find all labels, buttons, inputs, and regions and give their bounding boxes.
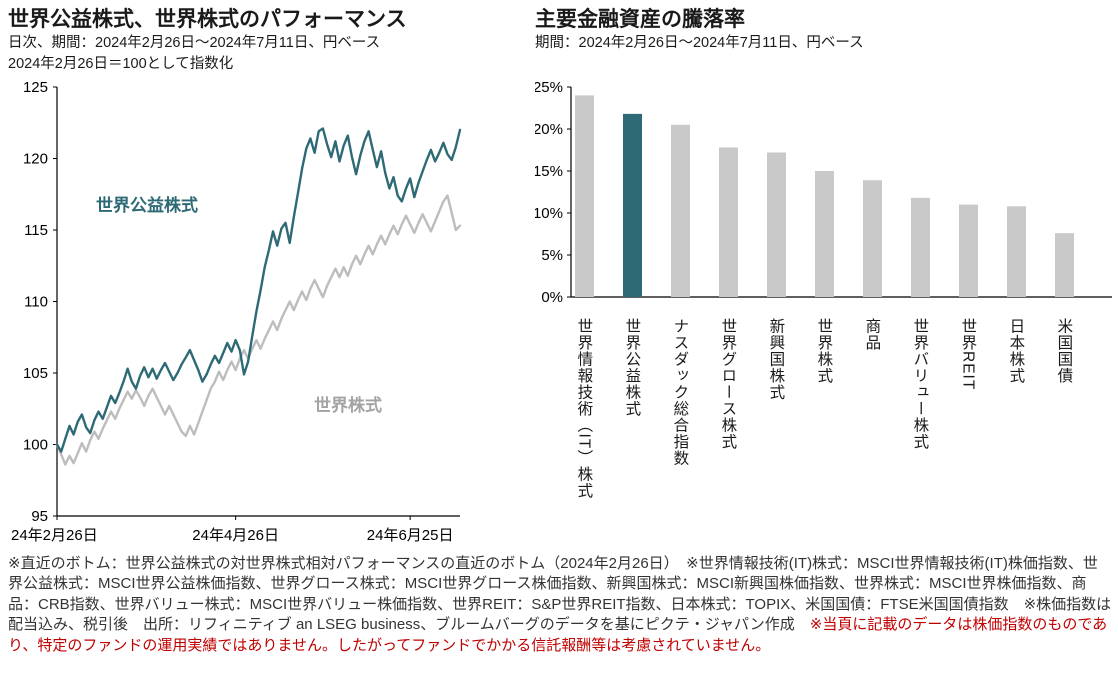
bar-category-label: 世界REIT bbox=[959, 318, 977, 391]
series-label-world-utility-stocks: 世界公益株式 bbox=[96, 196, 198, 216]
line-x-tick-label: 24年4月26日 bbox=[192, 527, 279, 544]
bar-y-tick-label: 20% bbox=[535, 121, 563, 138]
asset-returns-bar-chart-panel: 主要金融資産の騰落率 期間：2024年2月26日～2024年7月11日、円ベース… bbox=[533, 6, 1118, 562]
line-y-tick-label: 120 bbox=[23, 151, 48, 168]
bar-4 bbox=[767, 152, 786, 298]
line-chart-subtitle-2: 2024年2月26日＝100として指数化 bbox=[8, 56, 234, 73]
bar-2 bbox=[671, 125, 690, 298]
bar-y-tick-label: 5% bbox=[541, 247, 563, 264]
bar-7 bbox=[911, 198, 930, 298]
line-y-tick-label: 125 bbox=[23, 79, 48, 96]
bar-category-labels: 世界情報技術（IT）株式 世界公益株式 ナスダック総合指数 世界グロース株式 新興国株式… bbox=[535, 318, 1118, 562]
footnote-warning-text: ※当頁に記載のデータは株価指数のものであり、特定のファンドの運用実績ではありませ… bbox=[8, 616, 1108, 654]
line-y-tick-label: 95 bbox=[31, 508, 48, 525]
series-label-world-stocks: 世界株式 bbox=[314, 396, 382, 416]
bar-chart-subtitle: 期間：2024年2月26日～2024年7月11日、円ベース bbox=[535, 35, 864, 52]
line-chart-subtitle-1: 日次、期間：2024年2月26日～2024年7月11日、円ベース bbox=[8, 35, 381, 52]
line-y-tick-label: 100 bbox=[23, 437, 48, 454]
line-series-world-stocks bbox=[55, 194, 462, 467]
bar-y-tick-label: 0% bbox=[541, 289, 563, 305]
bar-category-label: 世界バリュー株式 bbox=[911, 318, 929, 451]
line-series-world-utility-stocks bbox=[55, 127, 462, 454]
bar-y-tick-label: 25% bbox=[535, 79, 563, 96]
bar-9 bbox=[1007, 206, 1026, 298]
line-chart-area: 95 100 105 110 115 120 125 24年2月26日 24年4月26日 24年6… bbox=[8, 79, 478, 556]
line-y-tick-label: 115 bbox=[24, 222, 48, 239]
bar-chart: 0% 5% 10% 15% 20% 25% bbox=[533, 79, 1112, 306]
bar-y-tick-label: 15% bbox=[535, 163, 563, 180]
bar-5 bbox=[815, 171, 834, 298]
footnote: ※直近のボトム：世界公益株式の対世界株式相対パフォーマンスの直近のボトム（202… bbox=[8, 554, 1112, 656]
bar-category-label: ナスダック総合指数 bbox=[671, 318, 689, 467]
bar-chart-title: 主要金融資産の騰落率 bbox=[535, 8, 745, 31]
bar-category-label: 世界株式 bbox=[815, 318, 833, 385]
bar-category-label: 世界情報技術（IT）株式 bbox=[575, 318, 593, 500]
bar-category-label: 米国国債 bbox=[1055, 318, 1073, 385]
bar-category-label: 世界公益株式 bbox=[623, 318, 641, 418]
performance-line-chart-panel: 世界公益株式、世界株式のパフォーマンス 日次、期間：2024年2月26日～202… bbox=[8, 6, 478, 556]
line-x-tick-label: 24年2月26日 bbox=[11, 527, 98, 544]
bar-chart-area: 0% 5% 10% 15% 20% 25% 世界情報技術（IT）株式 世界公益株式 ナスダック… bbox=[533, 79, 1118, 562]
footnote-main-text: ※直近のボトム：世界公益株式の対世界株式相対パフォーマンスの直近のボトム（202… bbox=[8, 555, 1112, 634]
line-y-tick-label: 110 bbox=[24, 294, 48, 311]
bar-category-label: 世界グロース株式 bbox=[719, 318, 737, 451]
bar-3 bbox=[719, 147, 738, 298]
line-y-tick-label: 105 bbox=[23, 365, 48, 382]
bar-10 bbox=[1055, 233, 1074, 298]
bar-0 bbox=[575, 95, 594, 298]
bar-8 bbox=[959, 204, 978, 298]
line-chart-title: 世界公益株式、世界株式のパフォーマンス bbox=[8, 8, 407, 31]
bar-category-label: 商品 bbox=[863, 318, 881, 352]
line-x-tick-label: 24年6月25日 bbox=[367, 527, 454, 544]
bar-category-label: 新興国株式 bbox=[767, 318, 785, 401]
bar-category-label: 日本株式 bbox=[1007, 318, 1025, 385]
bar-1 bbox=[623, 114, 642, 298]
bar-y-tick-label: 10% bbox=[535, 205, 563, 222]
bar-6 bbox=[863, 180, 882, 298]
line-chart: 95 100 105 110 115 120 125 24年2月26日 24年4月26日 24年6… bbox=[11, 79, 462, 544]
